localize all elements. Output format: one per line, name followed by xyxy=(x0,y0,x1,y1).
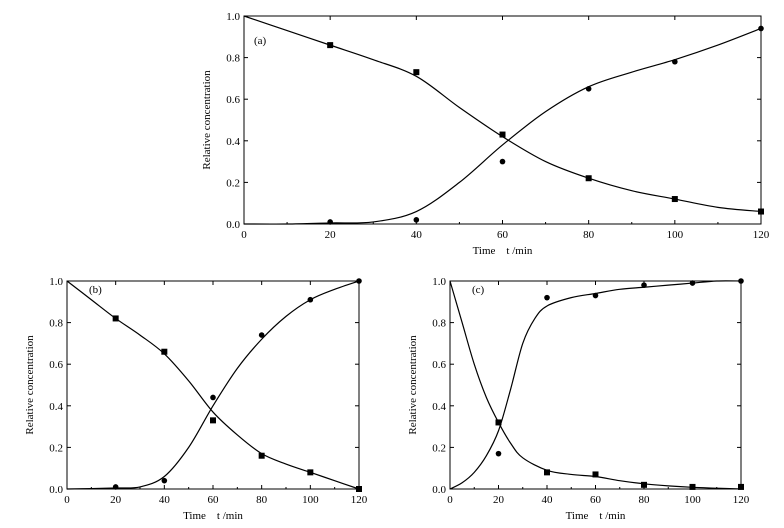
x-tick-label: 100 xyxy=(667,229,684,241)
x-tick-label: 20 xyxy=(110,494,122,506)
y-tick-label: 0.6 xyxy=(49,359,63,371)
panel-label: (b) xyxy=(89,284,102,296)
data-point-circle xyxy=(112,484,119,490)
plot-frame xyxy=(243,15,762,225)
data-point-square xyxy=(671,196,678,203)
x-tick-label: 120 xyxy=(753,229,770,241)
data-point-circle xyxy=(258,332,265,338)
panel-a: (a) Time t /min Relative concentration 0… xyxy=(201,11,770,257)
panel-b: (b) Time t /min Relative concentration 0… xyxy=(24,276,368,522)
data-point-circle xyxy=(738,278,744,284)
x-tick-label: 80 xyxy=(256,494,268,506)
x-tick-label: 80 xyxy=(639,494,651,506)
plot-frame xyxy=(449,280,742,490)
y-tick-label: 0.0 xyxy=(49,484,63,496)
data-point-square xyxy=(413,69,420,76)
data-point-square xyxy=(258,452,265,459)
data-point-circle xyxy=(758,25,764,32)
data-point-circle xyxy=(307,296,314,303)
y-tick-label: 0.2 xyxy=(49,442,63,454)
data-point-circle xyxy=(672,58,678,65)
data-point-circle xyxy=(544,294,550,301)
data-point-square xyxy=(210,417,216,424)
data-point-square xyxy=(689,483,696,490)
data-point-circle xyxy=(689,280,696,286)
data-point-circle xyxy=(327,219,333,225)
data-point-square xyxy=(544,469,550,476)
x-tick-label: 100 xyxy=(302,494,319,506)
y-axis-label: Relative concentration xyxy=(24,335,36,435)
data-point-square xyxy=(592,471,599,478)
data-point-circle xyxy=(356,278,362,284)
y-tick-label: 0.4 xyxy=(432,401,446,413)
data-point-square xyxy=(499,131,506,138)
x-axis-label: Time t /min xyxy=(566,510,626,522)
x-tick-label: 0 xyxy=(447,494,453,506)
fit-curve xyxy=(243,15,762,213)
x-tick-label: 120 xyxy=(733,494,750,506)
x-tick-label: 60 xyxy=(590,494,602,506)
y-tick-label: 0.8 xyxy=(432,318,446,330)
y-tick-label: 0.0 xyxy=(432,484,446,496)
data-point-circle xyxy=(592,292,599,299)
y-tick-label: 0.6 xyxy=(226,94,240,106)
data-point-square xyxy=(327,42,334,49)
x-tick-label: 40 xyxy=(411,229,423,241)
data-point-square xyxy=(758,208,764,215)
plot-frame xyxy=(66,280,360,490)
y-axis-label: Relative concentration xyxy=(407,335,419,435)
data-point-circle xyxy=(585,86,592,92)
fit-curve xyxy=(243,27,762,225)
fit-curve xyxy=(66,280,360,490)
x-tick-label: 0 xyxy=(64,494,70,506)
y-tick-label: 0.8 xyxy=(49,318,63,330)
y-tick-label: 1.0 xyxy=(226,11,240,23)
y-tick-label: 0.2 xyxy=(226,177,240,189)
x-tick-label: 20 xyxy=(493,494,505,506)
data-point-square xyxy=(641,481,647,488)
y-tick-label: 0.4 xyxy=(226,136,240,148)
x-tick-label: 40 xyxy=(542,494,554,506)
y-tick-label: 1.0 xyxy=(432,276,446,288)
data-point-circle xyxy=(499,158,506,165)
data-point-square xyxy=(356,486,362,492)
fit-curve xyxy=(66,280,360,490)
data-point-circle xyxy=(210,394,216,401)
y-tick-label: 1.0 xyxy=(49,276,63,288)
data-point-square xyxy=(307,469,314,476)
data-point-square xyxy=(738,483,744,490)
y-tick-label: 0.6 xyxy=(432,359,446,371)
y-axis-label: Relative concentration xyxy=(201,70,213,170)
x-axis-label: Time t /min xyxy=(183,510,243,522)
y-tick-label: 0.4 xyxy=(49,401,63,413)
panel-label: (c) xyxy=(472,284,485,296)
data-point-square xyxy=(112,315,119,322)
x-tick-label: 100 xyxy=(684,494,701,506)
x-tick-label: 0 xyxy=(241,229,247,241)
x-axis-label: Time t /min xyxy=(473,245,533,257)
x-tick-label: 60 xyxy=(208,494,220,506)
x-tick-label: 20 xyxy=(325,229,337,241)
x-tick-label: 120 xyxy=(351,494,368,506)
panel-label: (a) xyxy=(254,35,267,47)
y-tick-label: 0.2 xyxy=(432,442,446,454)
fit-curve xyxy=(449,280,742,490)
data-point-square xyxy=(495,419,502,426)
data-point-square xyxy=(161,348,168,355)
fit-curve xyxy=(449,280,742,490)
data-point-circle xyxy=(495,450,502,457)
data-point-circle xyxy=(641,282,647,288)
x-tick-label: 40 xyxy=(159,494,171,506)
data-point-circle xyxy=(161,477,168,484)
y-tick-label: 0.8 xyxy=(226,53,240,65)
x-tick-label: 60 xyxy=(497,229,509,241)
y-tick-label: 0.0 xyxy=(226,219,240,231)
panel-c: (c) Time t /min Relative concentration 0… xyxy=(407,276,750,522)
data-point-square xyxy=(585,175,592,182)
x-tick-label: 80 xyxy=(583,229,595,241)
data-point-circle xyxy=(413,217,420,223)
